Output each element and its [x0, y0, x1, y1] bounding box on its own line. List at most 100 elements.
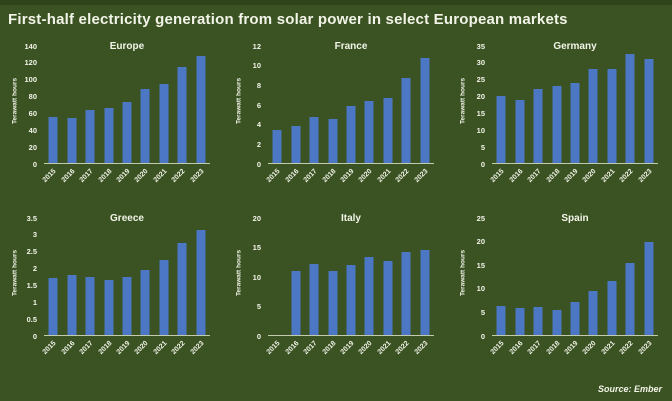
x-tick-label: 2018	[545, 340, 562, 356]
bar-2020	[140, 269, 150, 335]
bar-slot	[323, 218, 341, 335]
bar-2023	[644, 59, 654, 163]
y-tick-label: 10	[476, 125, 485, 135]
bar-2015	[496, 96, 506, 163]
x-tick-slot: 2023	[637, 337, 658, 364]
bar-slot	[379, 46, 397, 163]
bar-slot	[603, 218, 621, 335]
x-tick-label: 2019	[115, 340, 132, 356]
x-tick-label: 2020	[582, 168, 598, 184]
y-tick-label: 5	[480, 142, 485, 152]
bar-2023	[196, 56, 206, 163]
y-axis-ticks: 0 2 4 6 8 10 12	[230, 42, 264, 167]
x-tick-label: 2017	[302, 340, 319, 356]
x-tick-label: 2015	[41, 168, 58, 184]
x-tick-label: 2019	[115, 168, 132, 184]
x-tick-label: 2023	[189, 168, 206, 184]
bar-2017	[309, 117, 319, 163]
bar-slot	[621, 46, 639, 163]
y-tick-label: 20	[476, 236, 485, 246]
chart-panel-france: France Terawatt hours 0 2 4 6 8 10 12 2015 2016…	[230, 34, 440, 192]
x-tick-label: 2015	[265, 340, 282, 356]
y-tick-label: 120	[24, 58, 37, 68]
y-tick-label: 60	[28, 108, 37, 118]
x-tick-label: 2016	[60, 340, 77, 356]
bar-slot	[360, 218, 378, 335]
x-tick-label: 2023	[637, 340, 654, 356]
y-tick-label: 2	[32, 263, 37, 273]
bar-2017	[85, 110, 95, 163]
bar-slot	[44, 46, 62, 163]
bar-slot	[640, 218, 658, 335]
bar-2019	[346, 106, 356, 163]
bar-slot	[640, 46, 658, 163]
x-tick-label: 2022	[170, 168, 187, 184]
y-tick-label: 5	[256, 301, 261, 311]
bar-2022	[177, 243, 187, 335]
y-tick-label: 0.5	[26, 314, 37, 324]
x-tick-slot: 2023	[413, 337, 434, 364]
bar-2018	[104, 107, 114, 163]
bar-2019	[570, 82, 580, 163]
y-axis-ticks: 0 5 10 15 20	[230, 214, 264, 339]
x-tick-label: 2015	[489, 168, 506, 184]
x-tick-label: 2019	[563, 340, 580, 356]
bar-2015	[272, 129, 282, 163]
y-tick-label: 8	[256, 80, 261, 90]
x-tick-slot: 2023	[637, 165, 658, 192]
x-tick-label: 2015	[265, 168, 282, 184]
bar-2016	[291, 125, 301, 163]
chart-panel-italy: Italy Terawatt hours 0 5 10 15 20 2015 2016 20…	[230, 206, 440, 364]
y-tick-label: 1	[32, 297, 37, 307]
bar-slot	[155, 218, 173, 335]
bar-slot	[192, 46, 210, 163]
x-tick-slot: 2023	[189, 337, 210, 364]
bar-2023	[420, 57, 430, 163]
y-tick-label: 10	[252, 272, 261, 282]
bar-slot	[136, 46, 154, 163]
y-axis-ticks: 0 5 10 15 20 25 30 35	[454, 42, 488, 167]
page-title: First-half electricity generation from s…	[8, 11, 568, 28]
x-axis-labels: 2015 2016 2017 2018 2019 2020 2021 2022 2023	[265, 337, 434, 364]
plot-area	[268, 46, 434, 164]
bar-slot	[118, 218, 136, 335]
bar-slot	[305, 46, 323, 163]
y-tick-label: 25	[476, 213, 485, 223]
bar-slot	[99, 46, 117, 163]
x-tick-label: 2015	[489, 340, 506, 356]
x-tick-label: 2017	[526, 168, 543, 184]
bar-2020	[588, 69, 598, 163]
x-axis-labels: 2015 2016 2017 2018 2019 2020 2021 2022 2023	[42, 337, 210, 364]
bar-2016	[67, 274, 77, 335]
x-tick-label: 2021	[376, 340, 393, 356]
plot-area	[44, 46, 210, 164]
bar-slot	[529, 218, 547, 335]
bar-slot	[62, 218, 80, 335]
x-tick-label: 2018	[545, 168, 562, 184]
x-tick-label: 2018	[321, 168, 338, 184]
x-tick-label: 2019	[339, 340, 356, 356]
x-tick-label: 2023	[413, 168, 430, 184]
bar-slot	[584, 46, 602, 163]
bar-slot	[360, 46, 378, 163]
bar-2023	[420, 249, 430, 335]
bar-2018	[104, 279, 114, 335]
bar-2021	[159, 259, 169, 335]
x-tick-label: 2017	[78, 340, 95, 356]
bar-slot	[44, 218, 62, 335]
x-axis-labels: 2015 2016 2017 2018 2019 2020 2021 2022 2023	[265, 165, 434, 192]
x-tick-label: 2022	[394, 168, 411, 184]
x-tick-slot: 2023	[413, 165, 434, 192]
bar-slot	[305, 218, 323, 335]
bar-2020	[364, 100, 374, 163]
x-tick-label: 2023	[189, 340, 206, 356]
bar-2022	[401, 78, 411, 163]
bar-2015	[48, 278, 58, 335]
bar-2018	[328, 119, 338, 163]
bar-slot	[173, 218, 191, 335]
bar-2019	[122, 102, 132, 163]
chart-title: Italy	[340, 213, 361, 224]
y-tick-label: 1.5	[26, 280, 37, 290]
x-tick-label: 2021	[152, 340, 169, 356]
bar-2022	[177, 66, 187, 163]
